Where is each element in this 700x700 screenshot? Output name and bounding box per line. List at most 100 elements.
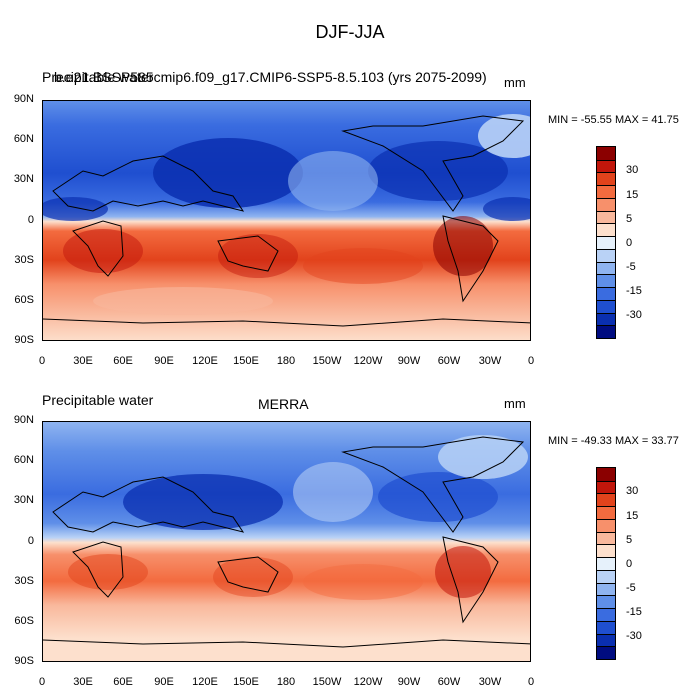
lon-tick-label: 120E — [192, 676, 218, 688]
lon-tick-label: 120W — [353, 355, 383, 367]
colorbar-segment — [597, 646, 615, 659]
lon-tick-label: 30W — [478, 676, 502, 688]
lon-tick-label: 30W — [478, 355, 502, 367]
lon-tick-label: 0 — [527, 676, 535, 688]
colorbar-label: -5 — [626, 582, 636, 594]
lat-tick-label: 0 — [27, 214, 34, 226]
lon-tick-label: 150W — [312, 676, 342, 688]
colorbar-segment — [597, 147, 615, 160]
lon-tick-label: 0 — [38, 676, 46, 688]
colorbar-segment — [597, 223, 615, 237]
colorbar-segment — [597, 312, 615, 326]
lon-tick-label: 120W — [353, 676, 383, 688]
colorbar-segment — [597, 185, 615, 198]
lon-tick-label: 90E — [154, 676, 174, 688]
panel-2-map — [42, 421, 531, 662]
colorbar-label: 30 — [626, 164, 639, 176]
colorbar-segment — [597, 569, 615, 583]
colorbar-label: 5 — [626, 213, 633, 225]
colorbar-segment — [597, 557, 615, 570]
lon-tick-label: 120E — [192, 355, 218, 367]
lon-tick-label: 0 — [38, 355, 46, 367]
panel-1-units: mm — [504, 75, 526, 90]
colorbar-segment — [597, 608, 615, 621]
colorbar-segment — [597, 287, 615, 300]
panel-2-anomaly-blobs — [68, 435, 528, 600]
panel-2-minmax: MIN = -49.33 MAX = 33.77 — [548, 435, 679, 447]
lon-tick-label: 150E — [233, 676, 259, 688]
colorbar-label: -30 — [626, 630, 642, 642]
colorbar-segment — [597, 531, 615, 545]
lat-tick-label: 30S — [14, 254, 34, 266]
panel-2-coastlines — [43, 436, 530, 648]
colorbar-segment — [597, 633, 615, 647]
panel-2-dataset-title: MERRA — [258, 396, 309, 412]
colorbar-label: -30 — [626, 309, 642, 321]
colorbar-segment — [597, 544, 615, 558]
lat-tick-label: 90N — [13, 93, 34, 105]
colorbar-label: 0 — [626, 237, 633, 249]
colorbar-label: 0 — [626, 558, 633, 570]
colorbar-segment — [597, 595, 615, 609]
colorbar-segment — [597, 506, 615, 519]
lon-tick-label: 180 — [276, 676, 296, 688]
lat-tick-label: 60S — [14, 615, 34, 627]
colorbar-label: 15 — [626, 510, 639, 522]
lon-tick-label: 90W — [397, 355, 421, 367]
colorbar-segment — [597, 620, 615, 634]
lon-tick-label: 0 — [527, 355, 535, 367]
lat-tick-label: 90N — [13, 414, 34, 426]
lat-tick-label: 60N — [13, 454, 34, 466]
colorbar-segment — [597, 248, 615, 262]
panel-1-map — [42, 100, 531, 341]
lon-tick-label: 30E — [73, 676, 93, 688]
panel-1-minmax: MIN = -55.55 MAX = 41.75 — [548, 114, 679, 126]
colorbar-segment — [597, 236, 615, 249]
lon-tick-label: 90E — [154, 355, 174, 367]
lat-tick-label: 30S — [14, 575, 34, 587]
lon-tick-label: 60E — [113, 676, 133, 688]
colorbar-segment — [597, 274, 615, 288]
colorbar-label: -15 — [626, 606, 642, 618]
panel-1-variable: Precipitable water — [42, 69, 154, 85]
panel-2-colorbar — [596, 467, 616, 660]
panel-2-variable: Precipitable water — [42, 392, 154, 408]
colorbar-segment — [597, 159, 615, 173]
lon-tick-label: 30E — [73, 355, 93, 367]
lon-tick-label: 60W — [437, 676, 461, 688]
lat-tick-label: 90S — [14, 655, 34, 667]
colorbar-label: 15 — [626, 189, 639, 201]
colorbar-label: 5 — [626, 534, 633, 546]
colorbar-segment — [597, 582, 615, 596]
colorbar-segment — [597, 261, 615, 275]
figure-title: DJF-JJA — [315, 22, 385, 42]
lat-tick-label: 90S — [14, 334, 34, 346]
panel-1-case-title: b.e21.BSSP585cmip6.f09_g17.CMIP6-SSP5-8.… — [54, 69, 487, 85]
lon-tick-label: 180 — [276, 355, 296, 367]
panel-1-coastlines — [43, 115, 530, 327]
colorbar-segment — [597, 518, 615, 532]
lat-tick-label: 30N — [13, 173, 34, 185]
panel-1-colorbar — [596, 146, 616, 339]
lat-tick-label: 30N — [13, 494, 34, 506]
colorbar-segment — [597, 325, 615, 338]
lat-tick-label: 60N — [13, 133, 34, 145]
panel-2-units: mm — [504, 396, 526, 411]
colorbar-segment — [597, 197, 615, 211]
lon-tick-label: 60E — [113, 355, 133, 367]
colorbar-segment — [597, 493, 615, 507]
colorbar-segment — [597, 172, 615, 186]
colorbar-label: 30 — [626, 485, 639, 497]
lon-tick-label: 150W — [312, 355, 342, 367]
lon-tick-label: 150E — [233, 355, 259, 367]
lat-tick-label: 0 — [27, 535, 34, 547]
lat-tick-label: 60S — [14, 294, 34, 306]
colorbar-segment — [597, 468, 615, 481]
colorbar-segment — [597, 480, 615, 494]
colorbar-label: -5 — [626, 261, 636, 273]
colorbar-segment — [597, 299, 615, 313]
colorbar-label: -15 — [626, 285, 642, 297]
lon-tick-label: 60W — [437, 355, 461, 367]
lon-tick-label: 90W — [397, 676, 421, 688]
colorbar-segment — [597, 210, 615, 224]
